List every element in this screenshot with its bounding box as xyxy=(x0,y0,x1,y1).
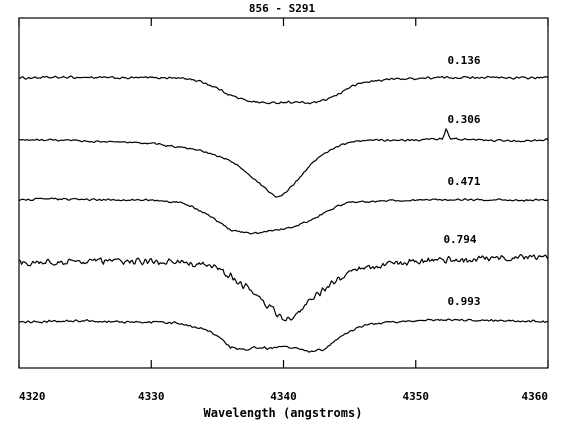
series-group: 0.136 0.306 0.471 0.794 0.993 xyxy=(18,54,549,353)
x-ticks: 4320 4330 4340 4350 4360 xyxy=(18,18,549,403)
x-tick-label: 4320 xyxy=(19,390,46,403)
phase-label: 0.306 xyxy=(447,113,480,126)
phase-label: 0.794 xyxy=(443,233,476,246)
phase-label: 0.471 xyxy=(447,175,480,188)
spectrum-line-3 xyxy=(18,197,549,235)
phase-label: 0.993 xyxy=(447,295,480,308)
x-tick-label: 4330 xyxy=(138,390,165,403)
x-tick-label: 4360 xyxy=(522,390,549,403)
spectrum-line-4 xyxy=(18,254,549,322)
spectrum-line-5 xyxy=(18,318,549,353)
x-axis-label: Wavelength (angstroms) xyxy=(204,406,363,420)
phase-label: 0.136 xyxy=(447,54,480,67)
x-tick-label: 4350 xyxy=(403,390,430,403)
chart-title: 856 - S291 xyxy=(249,2,316,15)
spectrum-line-1 xyxy=(18,75,549,105)
x-tick-label: 4340 xyxy=(270,390,297,403)
spectrum-line-2 xyxy=(18,128,549,198)
